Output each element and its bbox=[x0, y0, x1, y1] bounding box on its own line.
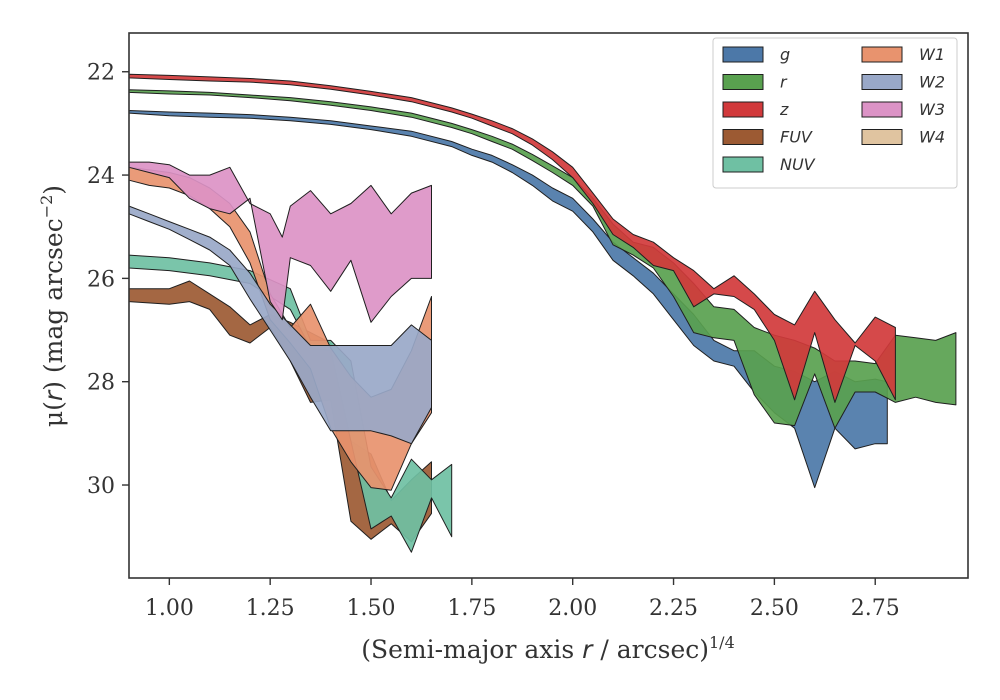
y-tick-label: 26 bbox=[87, 267, 115, 292]
y-tick-label: 24 bbox=[87, 164, 115, 189]
x-tick-label: 2.75 bbox=[851, 596, 900, 621]
x-tick-label: 1.25 bbox=[246, 596, 295, 621]
legend-swatch-r bbox=[722, 74, 764, 90]
legend-swatch-nuv bbox=[722, 156, 764, 173]
band-z bbox=[128, 73, 896, 403]
legend-label-r: r bbox=[780, 73, 788, 92]
x-tick-label: 2.25 bbox=[649, 596, 698, 621]
x-tick-label: 1.75 bbox=[447, 596, 496, 621]
legend-swatch-z bbox=[722, 101, 764, 118]
plot-frame bbox=[128, 32, 969, 579]
y-axis-label: μ(r) (mag arcsec−2) bbox=[37, 185, 68, 427]
legend-label-w1: W1 bbox=[919, 45, 945, 64]
legend: grz FUV NUV W1 W2 W3 W4 bbox=[712, 37, 958, 189]
legend-label-w2: W2 bbox=[919, 73, 945, 92]
x-tick-label: 2.00 bbox=[548, 596, 597, 621]
y-axis-ticks: 22 24 26 28 30 bbox=[87, 61, 129, 499]
legend-swatch-w2 bbox=[861, 74, 903, 90]
x-axis-ticks: 1.00 1.25 1.50 1.75 2.00 2.25 2.50 2.75 bbox=[145, 578, 900, 621]
legend-label-g: g bbox=[780, 45, 790, 64]
legend-label-w3: W3 bbox=[919, 100, 945, 119]
band-g bbox=[128, 110, 888, 489]
x-tick-label: 1.00 bbox=[145, 596, 194, 621]
y-tick-label: 22 bbox=[87, 61, 115, 86]
legend-swatch-w3 bbox=[861, 101, 903, 118]
series-bands bbox=[128, 73, 957, 553]
band-r bbox=[128, 89, 957, 429]
legend-label-z: z bbox=[779, 100, 789, 119]
legend-swatch-w4 bbox=[861, 129, 903, 145]
legend-label-w4: W4 bbox=[919, 128, 945, 147]
band-fuv bbox=[128, 280, 432, 543]
x-tick-label: 2.50 bbox=[750, 596, 799, 621]
legend-label-fuv: FUV bbox=[780, 128, 813, 147]
legend-swatch-g bbox=[722, 46, 764, 63]
legend-swatch-w1 bbox=[861, 46, 903, 63]
y-tick-label: 28 bbox=[87, 371, 115, 396]
x-axis-label: (Semi-major axis r / arcsec)1/4 bbox=[361, 633, 735, 664]
band-w3 bbox=[128, 161, 432, 323]
legend-label-nuv: NUV bbox=[780, 155, 816, 174]
y-tick-label: 30 bbox=[87, 474, 115, 499]
band-w2 bbox=[128, 205, 432, 445]
x-tick-label: 1.50 bbox=[347, 596, 396, 621]
legend-swatch-fuv bbox=[722, 129, 764, 145]
